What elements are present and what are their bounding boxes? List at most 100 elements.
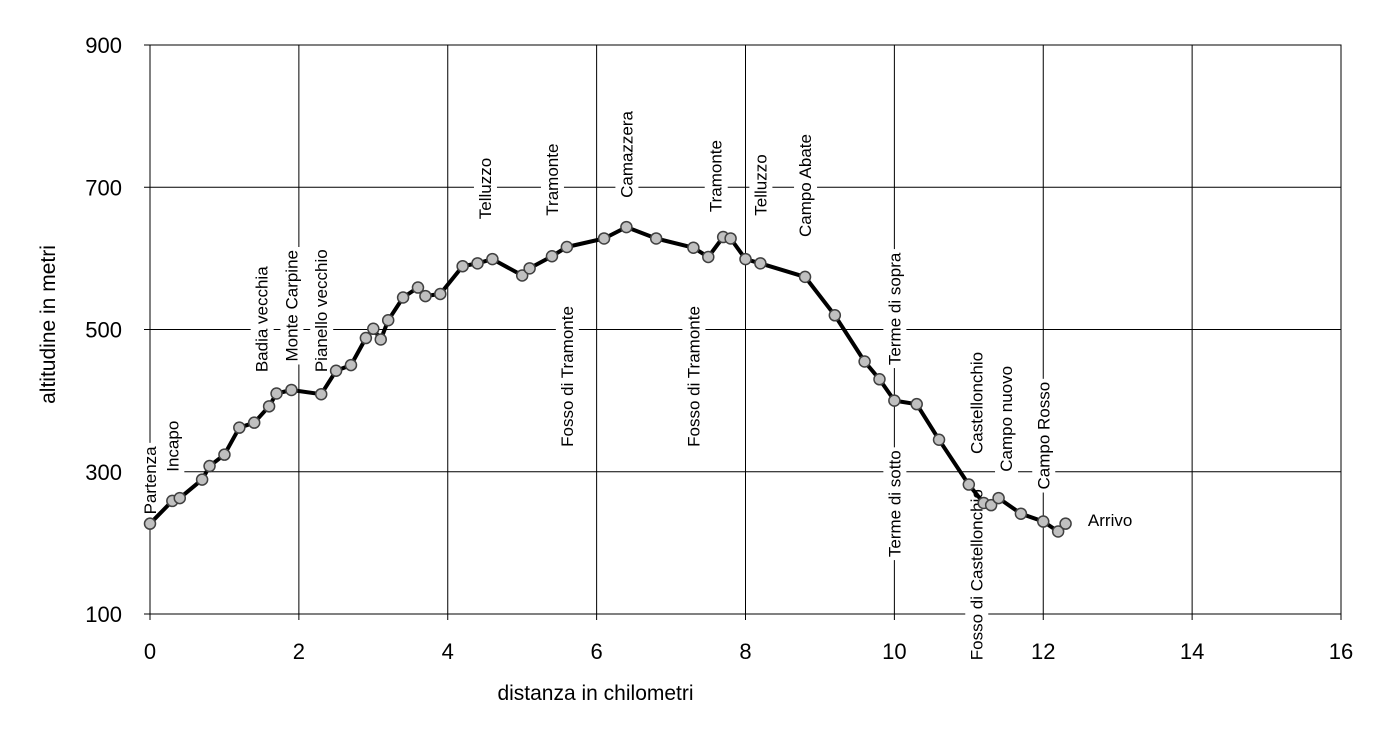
- data-point: [285, 383, 298, 397]
- annotation-background: [473, 154, 497, 223]
- data-point: [910, 397, 923, 411]
- annotation-background: [883, 447, 907, 561]
- point-annotation: Tramonte: [540, 140, 564, 219]
- y-axis-title: altitudine in metri: [37, 245, 60, 404]
- data-point: [262, 400, 276, 413]
- annotation-background: [704, 137, 728, 216]
- data-point: [702, 250, 715, 264]
- data-point: [270, 387, 283, 400]
- annotation-background: [1084, 509, 1136, 533]
- data-point: [597, 232, 611, 245]
- point-annotation: Incapo: [161, 417, 185, 475]
- data-point: [396, 291, 410, 304]
- point-annotation: Tramonte: [704, 137, 728, 216]
- data-point: [367, 322, 380, 336]
- data-point: [195, 473, 209, 486]
- annotation-label: Monte Carpine: [282, 250, 301, 362]
- x-tick-label: 2: [293, 639, 305, 664]
- point-annotation: Terme di sotto: [883, 447, 907, 561]
- point-annotation: Monte Carpine: [280, 246, 304, 365]
- data-point: [1059, 517, 1072, 530]
- annotation-background: [965, 348, 989, 457]
- data-point: [724, 232, 737, 245]
- data-point: [434, 287, 447, 301]
- data-point: [1051, 525, 1065, 538]
- data-point: [932, 433, 946, 446]
- x-axis-title: distanza in chilometri: [497, 682, 693, 705]
- x-tick-label: 14: [1180, 639, 1204, 664]
- y-tick-label: 300: [85, 460, 122, 485]
- data-point: [456, 259, 469, 273]
- y-tick-label: 500: [85, 318, 122, 343]
- annotation-label: Fosso di Tramonte: [558, 306, 577, 447]
- data-point: [329, 364, 343, 378]
- annotation-label: Fosso di Tramonte: [684, 306, 703, 447]
- annotation-label: Campo Abate: [796, 134, 815, 237]
- data-point: [314, 387, 328, 401]
- x-tick-label: 12: [1031, 639, 1055, 664]
- x-tick-label: 8: [739, 639, 751, 664]
- point-annotation: Telluzzo: [473, 154, 497, 223]
- annotation-label: Tramonte: [543, 144, 562, 216]
- data-point: [203, 459, 216, 473]
- data-point: [359, 331, 373, 345]
- annotation-label: Castellonchio: [967, 352, 986, 454]
- data-point: [649, 232, 663, 245]
- point-annotation: Campo nuovo: [995, 362, 1019, 475]
- point-annotation: Fosso di Tramonte: [682, 303, 706, 450]
- data-point: [828, 309, 842, 322]
- data-point: [984, 498, 998, 512]
- annotation-background: [883, 249, 907, 369]
- annotation-background: [540, 140, 564, 219]
- point-annotation: Badia vecchia: [250, 262, 274, 376]
- data-point: [545, 249, 559, 263]
- data-point: [858, 355, 871, 368]
- data-point: [411, 281, 425, 294]
- data-point: [962, 478, 976, 491]
- x-tick-label: 16: [1329, 639, 1353, 664]
- y-tick-label: 100: [85, 602, 122, 627]
- annotation-background: [139, 442, 162, 518]
- x-tick-label: 10: [882, 639, 906, 664]
- annotation-label: Tramonte: [707, 140, 726, 212]
- annotation-background: [615, 107, 639, 201]
- series-altitude: [143, 220, 1072, 538]
- data-point: [523, 262, 536, 275]
- axis-ticks: 0 2 4 6 8 10 12 14 16 100 300 500 700 900: [85, 33, 1353, 664]
- data-point: [173, 491, 187, 505]
- point-annotation: Arrivo: [1084, 509, 1136, 533]
- data-point: [992, 491, 1005, 505]
- annotation-label: Partenza: [141, 446, 160, 515]
- data-point: [515, 269, 529, 282]
- data-point: [486, 252, 499, 266]
- annotation-label: Terme di sotto: [885, 450, 904, 557]
- data-point: [798, 270, 812, 284]
- annotation-background: [995, 362, 1019, 475]
- point-annotation: Telluzzo: [749, 151, 773, 219]
- data-point: [233, 421, 246, 434]
- y-tick-label: 700: [85, 175, 122, 200]
- annotation-background: [965, 486, 989, 664]
- annotation-background: [749, 151, 773, 219]
- point-annotation: Pianello vecchio: [310, 246, 334, 376]
- annotation-background: [682, 303, 706, 450]
- annotation-label: Badia vecchia: [253, 266, 272, 372]
- point-annotation: Camazzera: [615, 107, 639, 201]
- data-point: [381, 314, 395, 327]
- annotation-background: [1032, 378, 1056, 493]
- point-annotation: Fosso di Tramonte: [555, 303, 579, 450]
- data-point: [1014, 507, 1028, 520]
- annotation-label: Camazzera: [617, 110, 636, 197]
- annotation-label: Campo Rosso: [1034, 382, 1053, 490]
- annotation-label: Telluzzo: [751, 154, 770, 215]
- data-point: [739, 252, 752, 266]
- data-point: [143, 517, 157, 530]
- data-point: [344, 358, 358, 372]
- annotation-background: [555, 303, 579, 450]
- annotation-label: Terme di sopra: [885, 252, 904, 365]
- x-tick-label: 4: [442, 639, 454, 664]
- annotation-label: Fosso di Castellonchio: [967, 489, 986, 660]
- data-point: [419, 289, 432, 303]
